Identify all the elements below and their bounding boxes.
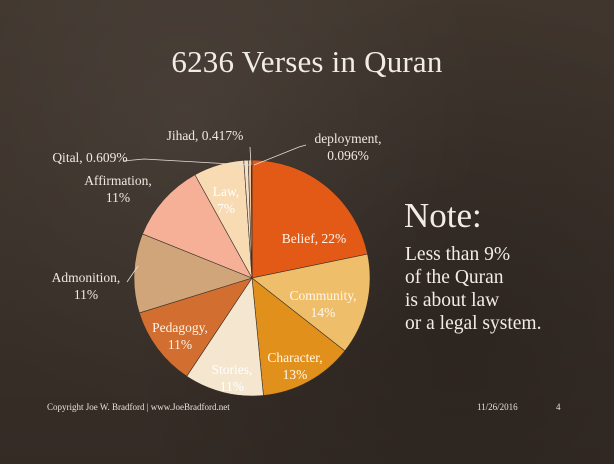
pie-slice-belief: [251, 159, 368, 279]
slice-label-jihad: Jihad, 0.417%: [167, 128, 244, 143]
slice-label-admonition: Admonition, 11%: [52, 270, 121, 302]
footer-date: 11/26/2016: [477, 402, 518, 412]
note-line: is about law: [405, 290, 500, 311]
footer-copyright: Copyright Joe W. Bradford | www.JoeBradf…: [47, 402, 230, 412]
note-line: or a legal system.: [405, 313, 542, 334]
pie-slice-pedagogy: [138, 277, 253, 377]
note-heading: Note:: [404, 196, 482, 235]
leader-line: [122, 158, 250, 166]
slice-label-belief: Belief, 22%: [282, 231, 346, 246]
pie-slice-admonition: [133, 233, 253, 314]
pie-slice-community: [251, 253, 371, 352]
note-text: Less than 9% of the Quran is about law o…: [405, 243, 541, 335]
footer-page-number: 4: [556, 402, 561, 412]
note-line: Less than 9%: [405, 244, 511, 265]
pie-slice-stories: [186, 277, 264, 397]
slice-label-character: Character, 13%: [267, 350, 322, 382]
leader-line: [249, 146, 252, 166]
pie-slice-deployment: [250, 159, 253, 279]
slice-label-deployment: deployment, 0.096%: [314, 131, 381, 163]
pie-slice-character: [251, 277, 346, 396]
slice-label-community: Community, 14%: [289, 288, 356, 320]
slice-label-law: Law, 7%: [213, 184, 240, 216]
slice-label-stories: Stories, 11%: [212, 362, 253, 394]
slice-label-qital: Qital, 0.609%: [52, 150, 127, 165]
chart-title: 6236 Verses in Quran: [171, 44, 443, 79]
leader-line: [253, 144, 307, 166]
note-line: of the Quran: [405, 267, 504, 288]
pie-slice-affirmation: [142, 174, 253, 279]
leader-line: [126, 265, 139, 283]
slice-label-pedagogy: Pedagogy, 11%: [152, 320, 208, 352]
slice-label-affirmation: Affirmation, 11%: [84, 173, 152, 205]
